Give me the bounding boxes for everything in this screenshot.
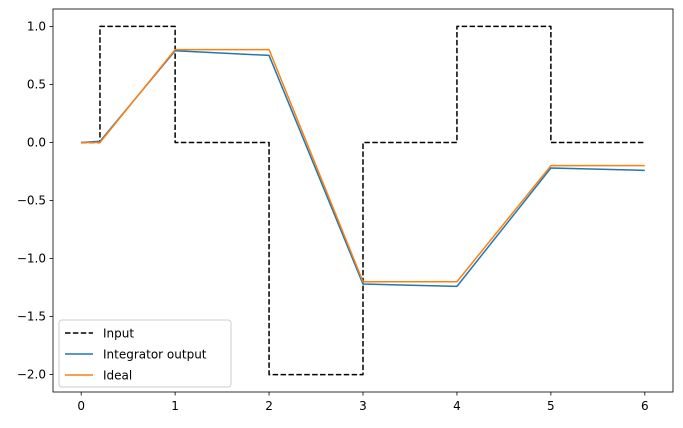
y-tick-label: −2.0 — [17, 368, 46, 382]
x-tick-label: 6 — [641, 399, 649, 413]
y-tick-label: −1.5 — [17, 310, 46, 324]
legend-box — [58, 319, 232, 388]
legend-label: Ideal — [103, 369, 132, 383]
series-layer — [81, 25, 645, 376]
y-tick-label: 0.5 — [27, 77, 46, 91]
series-line-ideal — [81, 48, 645, 283]
series-line-input — [81, 25, 645, 376]
y-tick-label: −0.5 — [17, 194, 46, 208]
y-tick-label: 0.0 — [27, 135, 46, 149]
y-axis: 1.0 0.5 0.0 −0.5 −1.0 −1.5 −2.0 — [17, 19, 53, 382]
x-tick-label: 3 — [359, 399, 367, 413]
x-tick-label: 2 — [265, 399, 273, 413]
x-tick-label: 5 — [547, 399, 555, 413]
x-axis: 0 1 2 3 4 5 6 — [77, 392, 649, 413]
legend-label: Input — [103, 327, 134, 341]
x-tick-label: 0 — [77, 399, 85, 413]
x-tick-label: 4 — [453, 399, 461, 413]
legend: Input Integrator output Ideal — [58, 319, 232, 388]
x-tick-label: 1 — [171, 399, 179, 413]
legend-label: Integrator output — [103, 348, 207, 362]
y-tick-label: 1.0 — [27, 19, 46, 33]
y-tick-label: −1.0 — [17, 252, 46, 266]
